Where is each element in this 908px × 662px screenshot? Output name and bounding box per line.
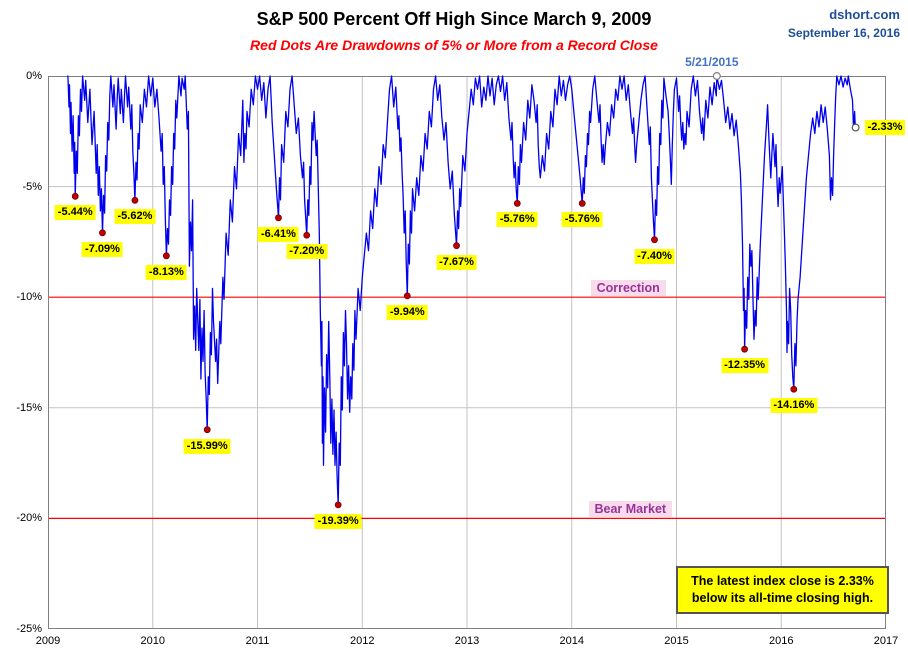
drawdown-dot xyxy=(578,200,586,207)
drawdown-line xyxy=(67,75,857,506)
drawdown-label: -7.67% xyxy=(436,254,477,270)
x-axis-label: 2011 xyxy=(245,635,270,647)
drawdown-label: -6.41% xyxy=(258,226,299,242)
drawdown-label: -5.76% xyxy=(496,212,538,228)
drawdown-dot xyxy=(71,192,79,200)
drawdown-dot xyxy=(303,231,311,239)
drawdown-dot xyxy=(162,252,170,260)
chart-subtitle: Red Dots Are Drawdowns of 5% or More fro… xyxy=(250,37,658,53)
drawdown-label: -5.76% xyxy=(561,212,603,228)
drawdown-dot xyxy=(203,426,211,434)
drawdown-dot xyxy=(790,385,798,393)
note-line-1: The latest index close is 2.33% xyxy=(691,574,874,588)
x-axis-label: 2015 xyxy=(664,635,689,647)
drawdown-label: -12.35% xyxy=(721,358,769,374)
record-date-label: 5/21/2015 xyxy=(685,55,739,69)
drawdown-label: -5.44% xyxy=(54,205,96,221)
chart-title: S&P 500 Percent Off High Since March 9, … xyxy=(256,9,652,29)
plot-area xyxy=(48,71,886,629)
drawdown-dot xyxy=(403,292,411,300)
threshold-label-correction: Correction xyxy=(590,280,666,297)
latest-drawdown-label: -2.33% xyxy=(864,119,906,135)
x-axis-label: 2014 xyxy=(559,635,584,647)
drawdown-label: -19.39% xyxy=(314,513,362,529)
y-axis-label: -5% xyxy=(22,180,42,193)
y-axis-label: -15% xyxy=(16,401,42,414)
chart-date-label: September 16, 2016 xyxy=(787,26,900,40)
drawdown-label: -14.16% xyxy=(770,398,818,414)
threshold-label-bear-market: Bear Market xyxy=(588,501,673,518)
source-site-label: dshort.com xyxy=(829,7,900,22)
x-axis-label: 2012 xyxy=(350,635,375,647)
drawdown-dot xyxy=(99,229,106,237)
drawdown-label: -15.99% xyxy=(183,438,231,454)
drawdown-dot xyxy=(131,196,139,204)
x-axis-label: 2009 xyxy=(35,635,61,647)
drawdown-label: -9.94% xyxy=(386,304,428,320)
drawdown-label: -5.62% xyxy=(114,209,156,225)
y-axis-label: -20% xyxy=(16,512,42,525)
note-line-2: below its all-time closing high. xyxy=(691,591,874,605)
x-axis-label: 2013 xyxy=(454,635,480,647)
drawdown-label: -7.20% xyxy=(286,244,328,260)
x-axis-label: 2016 xyxy=(769,635,794,647)
drawdown-dot xyxy=(334,501,342,509)
y-axis-label: 0% xyxy=(26,70,42,82)
open-marker xyxy=(712,71,721,81)
drawdown-dot xyxy=(275,214,282,222)
open-marker xyxy=(851,123,860,132)
y-axis-label: -10% xyxy=(16,291,42,304)
y-axis-label: -25% xyxy=(16,623,42,635)
x-axis-label: 2010 xyxy=(140,635,165,647)
latest-close-note: The latest index close is 2.33% below it… xyxy=(676,566,889,614)
plot-border xyxy=(48,76,886,629)
drawdown-dot xyxy=(741,345,748,353)
drawdown-label: -7.40% xyxy=(634,248,675,264)
x-axis-label: 2017 xyxy=(873,635,899,647)
drawdown-label: -8.13% xyxy=(145,264,187,280)
drawdown-dot xyxy=(453,242,460,250)
drawdown-dot xyxy=(651,236,658,244)
drawdown-label: -7.09% xyxy=(82,241,123,257)
drawdown-dot xyxy=(513,200,521,207)
